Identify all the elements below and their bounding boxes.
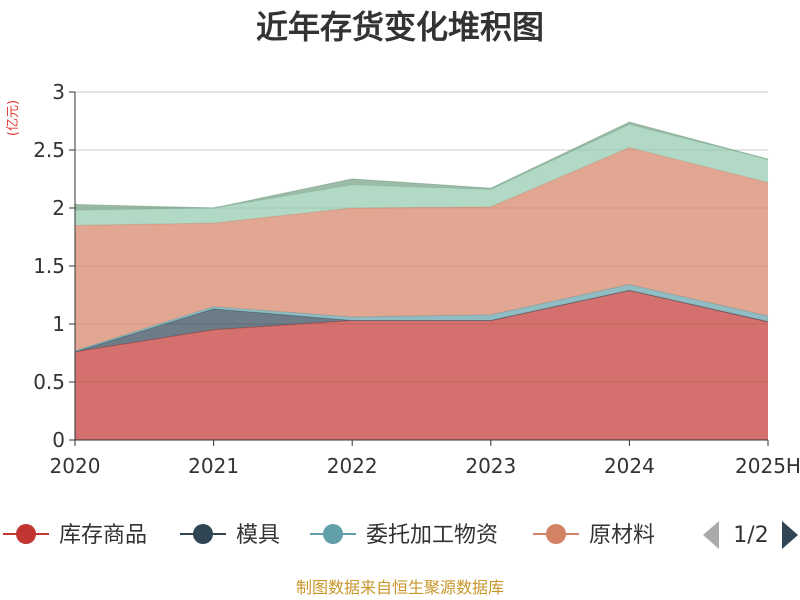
y-tick-label: 2 <box>52 196 65 220</box>
legend-marker-icon <box>16 524 36 544</box>
area-series-2 <box>75 284 768 352</box>
y-tick-label: 1.5 <box>33 254 65 278</box>
x-tick-label: 2024 <box>604 454 655 478</box>
legend-next-page-icon[interactable] <box>782 521 798 549</box>
axes: 0 0.5 1 1.5 2 2.5 3 2020 2021 2022 2023 2024 2025H <box>33 80 800 478</box>
x-tick-label: 2025H <box>735 454 800 478</box>
data-source-footer: 制图数据来自恒生聚源数据库 <box>296 578 504 597</box>
x-tick-label: 2021 <box>188 454 239 478</box>
legend-item-2[interactable]: 委托加工物资 <box>310 523 498 548</box>
legend-marker-icon <box>546 524 566 544</box>
y-tick-label: 2.5 <box>33 138 65 162</box>
area-series-3 <box>75 147 768 351</box>
area-series-unlabeled-4 <box>75 124 768 226</box>
x-tick-label: 2020 <box>50 454 101 478</box>
legend-item-1[interactable]: 模具 <box>180 523 280 548</box>
legend-marker-icon <box>323 524 343 544</box>
legend-prev-page-icon[interactable] <box>703 521 719 549</box>
area-series-group <box>74 121 769 440</box>
y-tick-label: 1 <box>52 312 65 336</box>
legend[interactable]: 库存商品 模具 委托加工物资 原材料 <box>3 523 655 548</box>
legend-pager[interactable]: 1/2 <box>703 521 798 549</box>
y-tick-label: 0 <box>52 428 65 452</box>
x-tick-label: 2023 <box>465 454 516 478</box>
y-tick-label: 3 <box>52 80 65 104</box>
series-line-5 <box>74 121 769 209</box>
x-tick-label: 2022 <box>327 454 378 478</box>
legend-marker-icon <box>193 524 213 544</box>
chart-title: 近年存货变化堆积图 <box>256 8 544 46</box>
legend-label: 委托加工物资 <box>366 523 498 548</box>
legend-page-indicator: 1/2 <box>733 523 768 548</box>
legend-label: 库存商品 <box>59 523 147 548</box>
y-axis-unit-label: (亿元) <box>6 100 21 136</box>
legend-item-0[interactable]: 库存商品 <box>3 523 147 548</box>
legend-label: 模具 <box>236 523 280 548</box>
y-tick-label: 0.5 <box>33 370 65 394</box>
area-series-1 <box>75 290 768 352</box>
legend-item-3[interactable]: 原材料 <box>533 523 655 548</box>
legend-label: 原材料 <box>589 523 655 548</box>
